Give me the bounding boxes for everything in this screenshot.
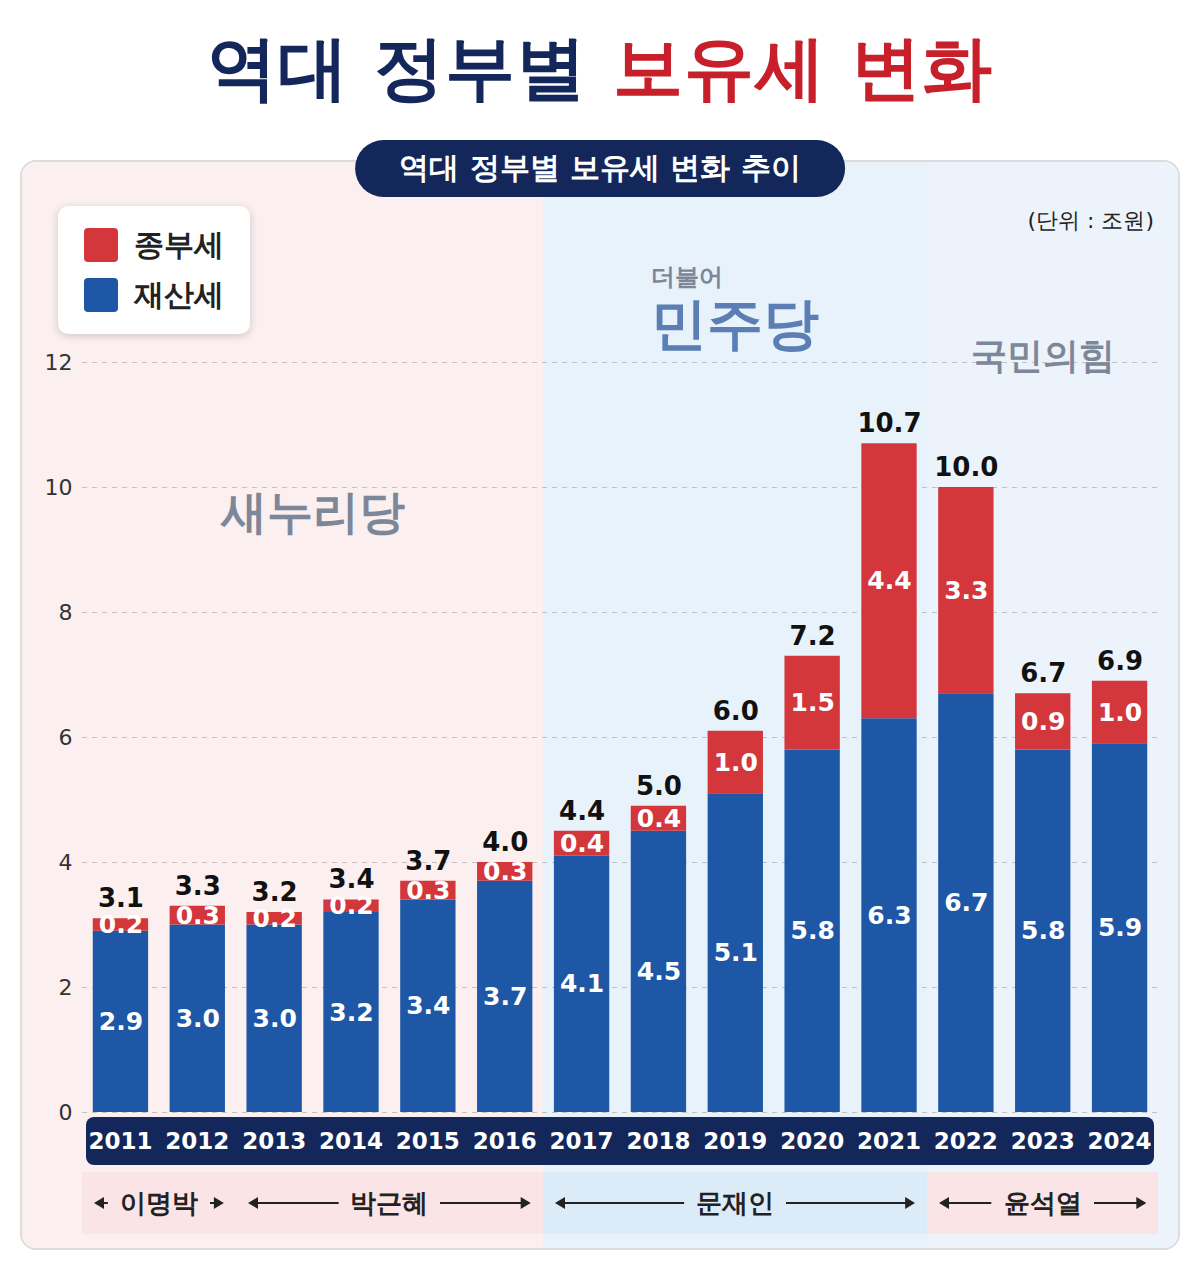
html-text:재산세: 재산세 (134, 277, 224, 312)
svg-text:3.3: 3.3 (175, 871, 221, 901)
html-text:2014: 2014 (319, 1128, 383, 1154)
svg-text:4: 4 (59, 850, 73, 875)
svg-text:2: 2 (59, 975, 73, 1000)
html-text:2023: 2023 (1010, 1128, 1075, 1154)
svg-text:6.7: 6.7 (1020, 658, 1066, 688)
svg-text:3.0: 3.0 (252, 1004, 296, 1033)
html-text:문재인: 문재인 (696, 1187, 775, 1218)
svg-text:3.7: 3.7 (483, 982, 527, 1011)
svg-text:3.3: 3.3 (944, 576, 988, 605)
html-text:2015: 2015 (395, 1128, 460, 1154)
svg-text:3.1: 3.1 (98, 883, 144, 913)
svg-text:1.0: 1.0 (1098, 698, 1142, 727)
html-text:2024: 2024 (1087, 1128, 1152, 1154)
html-text:윤석열: 윤석열 (1003, 1187, 1082, 1218)
svg-text:3.4: 3.4 (406, 991, 450, 1020)
html-text:더불어: 더불어 (651, 263, 724, 291)
svg-text:3.2: 3.2 (252, 877, 298, 907)
html-text:(단위 : 조원): (단위 : 조원) (1027, 208, 1154, 233)
html-text:2012: 2012 (165, 1128, 230, 1154)
html-text:국민의힘: 국민의힘 (970, 335, 1115, 376)
svg-text:1.0: 1.0 (714, 748, 758, 777)
html-text:2018: 2018 (626, 1128, 691, 1154)
html-text:박근혜: 박근혜 (350, 1187, 429, 1218)
html-text:2019: 2019 (703, 1128, 768, 1154)
svg-text:6.7: 6.7 (944, 888, 988, 917)
svg-text:5.8: 5.8 (1021, 916, 1065, 945)
svg-text:3.7: 3.7 (405, 846, 451, 876)
svg-text:6: 6 (59, 725, 73, 750)
svg-text:0.3: 0.3 (406, 876, 450, 905)
svg-text:3.0: 3.0 (176, 1004, 220, 1033)
svg-text:10.7: 10.7 (857, 408, 921, 438)
svg-text:7.2: 7.2 (790, 621, 836, 651)
html-text:이명박: 이명박 (119, 1187, 198, 1218)
svg-text:4.0: 4.0 (482, 827, 528, 857)
html-text:2013: 2013 (242, 1128, 307, 1154)
svg-text:12: 12 (45, 350, 73, 375)
svg-text:0.2: 0.2 (99, 910, 143, 939)
html-text:2016: 2016 (472, 1128, 537, 1154)
svg-text:0.2: 0.2 (329, 891, 373, 920)
svg-text:0: 0 (59, 1100, 73, 1125)
html-text:종부세: 종부세 (134, 227, 224, 262)
svg-text:2.9: 2.9 (99, 1007, 143, 1036)
svg-text:4.5: 4.5 (637, 957, 681, 986)
svg-text:0.9: 0.9 (1021, 707, 1065, 736)
html-text:2022: 2022 (933, 1128, 998, 1154)
svg-text:10: 10 (45, 475, 73, 500)
svg-text:4.4: 4.4 (559, 796, 605, 826)
svg-text:0.3: 0.3 (483, 857, 527, 886)
svg-text:4.4: 4.4 (867, 566, 911, 595)
html-text:2011: 2011 (88, 1128, 153, 1154)
svg-text:5.9: 5.9 (1098, 913, 1142, 942)
svg-text:5.1: 5.1 (714, 938, 758, 967)
svg-text:4.1: 4.1 (560, 969, 604, 998)
svg-text:3.4: 3.4 (328, 864, 374, 894)
svg-text:0.3: 0.3 (176, 901, 220, 930)
svg-text:0.4: 0.4 (637, 804, 681, 833)
svg-text:6.0: 6.0 (713, 696, 759, 726)
html-text:2017: 2017 (549, 1128, 614, 1154)
svg-text:8: 8 (59, 600, 73, 625)
html-text:2020: 2020 (780, 1128, 845, 1154)
svg-text:3.2: 3.2 (329, 998, 373, 1027)
svg-text:6.9: 6.9 (1097, 646, 1143, 676)
svg-text:0.4: 0.4 (560, 829, 604, 858)
svg-text:6.3: 6.3 (867, 901, 911, 930)
html-text:역대 정부별 보유세 변화 추이: 역대 정부별 보유세 변화 추이 (399, 150, 801, 185)
html-text:민주당: 민주당 (651, 291, 820, 356)
svg-text:5.0: 5.0 (636, 771, 682, 801)
html-text:역대정부별보유세변화: 역대정부별보유세변화 (206, 27, 994, 109)
svg-text:10.0: 10.0 (934, 452, 998, 482)
svg-text:5.8: 5.8 (790, 916, 834, 945)
svg-text:1.5: 1.5 (790, 688, 834, 717)
html-text:새누리당: 새누리당 (220, 485, 405, 539)
svg-text:0.2: 0.2 (252, 904, 296, 933)
html-text:2021: 2021 (857, 1128, 921, 1154)
